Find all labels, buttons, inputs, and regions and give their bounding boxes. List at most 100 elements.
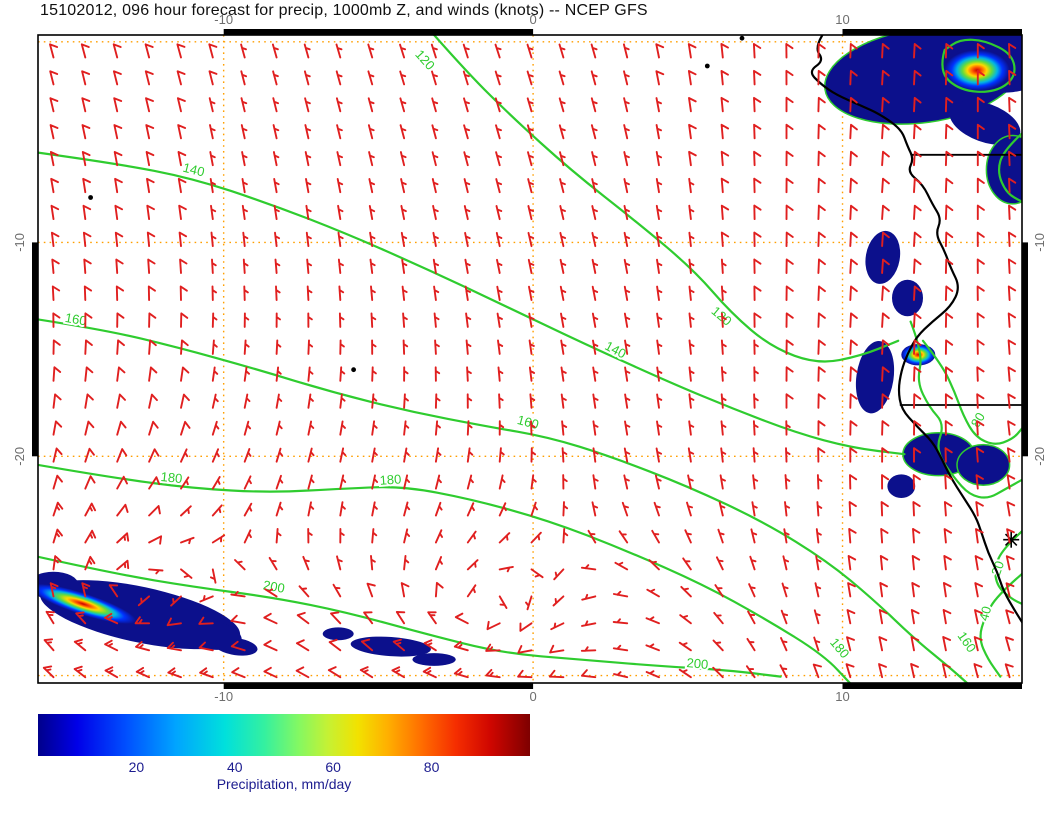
- wind-barb: [720, 70, 729, 86]
- wind-barb: [645, 670, 660, 679]
- wind-barb: [817, 366, 826, 382]
- wind-barb: [81, 124, 91, 140]
- wind-barb: [307, 474, 315, 490]
- wind-barb: [687, 447, 695, 463]
- wind-barb: [976, 69, 985, 86]
- wind-barb: [399, 124, 407, 140]
- wind-barb: [144, 70, 154, 86]
- wind-barb: [913, 123, 922, 140]
- wind-barb: [591, 312, 599, 328]
- axis-ticks-layer: -10 -10 0 0 10 10 -10 -10 -20 -20: [12, 12, 1047, 704]
- wind-barb: [559, 178, 566, 194]
- wind-barb: [558, 43, 566, 59]
- wind-barb: [275, 474, 284, 490]
- wind-barb: [1004, 663, 1014, 679]
- map-frame-segment: [223, 29, 534, 35]
- wind-barb: [112, 70, 122, 86]
- wind-barb: [817, 123, 826, 140]
- wind-barb: [243, 285, 249, 301]
- wind-barb: [337, 231, 344, 248]
- wind-barb: [680, 585, 692, 598]
- wind-barb: [530, 568, 544, 579]
- wind-barb: [881, 177, 890, 194]
- wind-barb: [976, 420, 985, 436]
- wind-barb: [103, 612, 119, 625]
- wind-barb: [52, 528, 63, 544]
- wind-barb: [559, 258, 567, 274]
- wind-barb: [581, 620, 597, 627]
- wind-barb: [339, 339, 345, 355]
- precip-blob: [985, 134, 1022, 205]
- colorbar-ticks: 20 40 60 80: [38, 756, 530, 776]
- wind-barb: [849, 150, 858, 167]
- wind-barb: [234, 559, 246, 571]
- wind-barb: [517, 669, 533, 679]
- wind-barb: [944, 231, 954, 248]
- wind-barb: [463, 178, 471, 194]
- wind-barb: [656, 366, 663, 382]
- wind-barb: [330, 611, 342, 625]
- wind-barb: [399, 151, 407, 167]
- wind-barb: [498, 502, 507, 517]
- wind-barb: [369, 258, 376, 274]
- wind-barb: [591, 178, 598, 194]
- wind-barb: [753, 312, 762, 328]
- wind-barb: [243, 420, 252, 436]
- wind-barb: [785, 258, 794, 274]
- wind-barb: [498, 595, 508, 609]
- wind-barb: [371, 474, 379, 490]
- precip-blob: [322, 627, 354, 641]
- wind-barb: [363, 611, 374, 625]
- wind-barb: [656, 312, 663, 328]
- precip-blob: [214, 637, 258, 656]
- wind-barb: [275, 501, 284, 517]
- wind-barb: [401, 285, 408, 301]
- wind-barb: [780, 609, 789, 625]
- wind-barb: [403, 528, 411, 544]
- wind-barb: [656, 339, 663, 355]
- wind-barb: [367, 43, 375, 59]
- wind-barb: [422, 666, 437, 679]
- wind-barb: [785, 420, 791, 436]
- wind-barb: [688, 420, 695, 436]
- wind-barb: [753, 96, 762, 113]
- wind-barb: [392, 638, 406, 652]
- wind-barb: [784, 474, 791, 490]
- wind-barb: [403, 393, 409, 409]
- wind-barb: [272, 124, 280, 140]
- wind-barb: [944, 285, 954, 301]
- wind-barb: [687, 474, 694, 490]
- wind-barb: [81, 582, 91, 598]
- wind-barb: [180, 420, 191, 436]
- page-title: 15102012, 096 hour forecast for precip, …: [40, 2, 648, 19]
- wind-barb: [336, 177, 344, 194]
- wind-barb: [878, 609, 888, 625]
- wind-barb: [528, 339, 535, 355]
- wind-barb: [104, 639, 119, 652]
- wind-barb: [976, 96, 985, 113]
- wind-barb: [211, 366, 219, 382]
- wind-barb: [753, 150, 762, 167]
- wind-barb: [561, 420, 568, 436]
- wind-barb: [463, 205, 471, 221]
- wind-barb: [83, 285, 93, 301]
- wind-barb: [561, 447, 568, 463]
- wind-barb: [592, 366, 599, 382]
- wind-barb: [498, 565, 514, 573]
- wind-barb: [817, 231, 826, 248]
- wind-barb: [273, 177, 280, 194]
- wind-barb: [307, 366, 314, 382]
- wind-barb: [147, 258, 156, 274]
- wind-barb: [116, 559, 130, 571]
- wind-barb: [135, 641, 151, 652]
- height-contour-80: [921, 339, 1022, 445]
- wind-barb: [84, 339, 93, 355]
- wind-barb: [179, 285, 188, 301]
- wind-barb: [655, 70, 665, 86]
- wind-barb: [178, 231, 188, 248]
- wind-barb: [337, 258, 344, 274]
- wind-barb: [145, 151, 155, 167]
- wind-barb: [912, 474, 921, 490]
